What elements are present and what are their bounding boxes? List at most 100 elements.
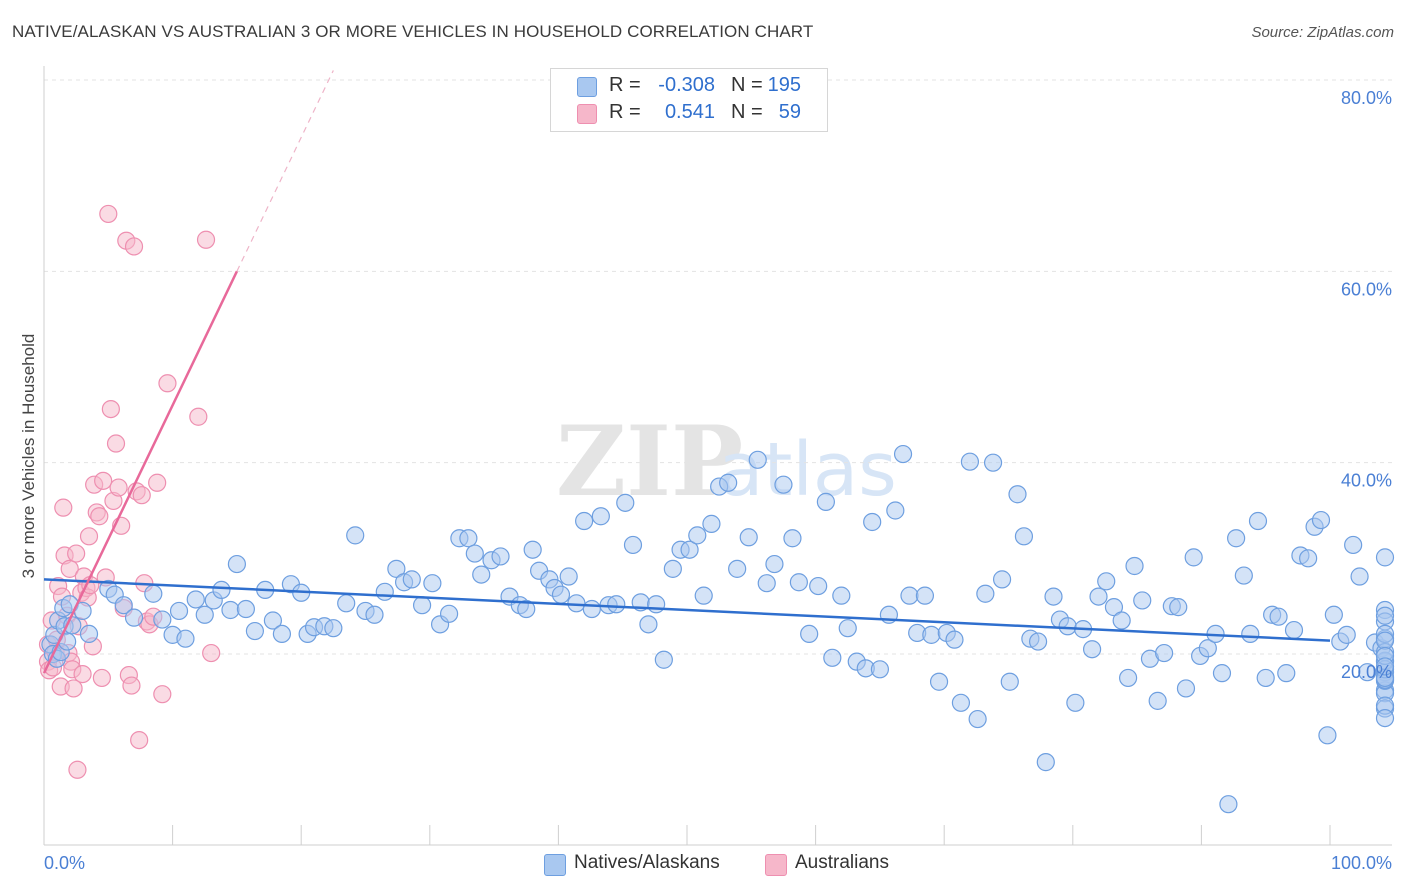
data-point-natives [992,570,1012,589]
data-point-natives [728,559,747,578]
blue-swatch-icon [544,854,566,876]
data-point-natives [616,493,635,512]
data-point-australians [122,676,141,695]
data-point-natives [263,611,283,630]
x-tick-label-min: 0.0% [44,853,85,873]
legend-label-australians: Australians [795,852,889,873]
data-point-australians [67,544,86,563]
data-point-australians [73,664,92,684]
data-point-natives [176,629,195,648]
data-point-natives [823,648,842,667]
data-point-natives [591,507,610,526]
data-point-natives [816,492,835,511]
data-point-natives [748,450,767,469]
data-point-natives [968,709,987,729]
data-point-natives [1277,664,1296,683]
trend-lines [42,70,1331,674]
data-point-natives [702,514,721,533]
axes [43,66,1392,846]
blue-swatch-icon [577,77,597,97]
data-point-natives [523,540,542,559]
data-point-natives [1324,605,1343,624]
natives-alaskans-points [41,444,1395,814]
pink-swatch-icon [577,104,597,124]
legend-n-label: N = [731,74,763,96]
data-point-natives [1133,591,1152,610]
data-point-australians [92,668,111,688]
data-point-natives [1375,708,1395,728]
axis-labels: 20.0% 40.0% 60.0% 80.0% 0.0% 100.0% 3 or more … [19,88,1392,873]
data-point-natives [1082,640,1102,659]
data-point-natives [465,544,484,563]
data-point-natives [169,601,189,621]
data-point-natives [559,567,578,586]
data-point-natives [324,619,343,638]
data-point-australians [189,407,208,426]
data-point-natives [1169,598,1188,617]
data-point-natives [1337,625,1356,644]
legend-n-label: N = [731,101,763,123]
data-point-australians [109,478,128,497]
data-point-australians [94,471,113,490]
data-point-natives [124,608,144,627]
data-point-natives [1241,624,1260,644]
data-point-natives [236,599,256,619]
legend-row-natives: R = -0.308 N = 195 [551,74,827,100]
x-tick-label-max: 100.0% [1331,853,1392,873]
data-point-natives [915,586,935,605]
data-point-natives [1227,529,1246,548]
data-point-natives [439,604,459,623]
data-point-natives [365,605,384,624]
data-point-natives [1284,620,1304,640]
legend-label-natives: Natives/Alaskans [574,852,720,873]
chart-title: NATIVE/ALASKAN VS AUSTRALIAN 3 OR MORE V… [12,22,814,41]
data-point-natives [1008,485,1027,504]
data-point-natives [893,444,913,464]
legend-row-australians: R = 0.541 N = 59 [551,101,827,127]
data-point-natives [1350,567,1369,586]
data-point-natives [1184,548,1203,567]
data-point-natives [951,693,971,712]
data-point-natives [886,501,905,520]
data-point-natives [423,574,442,593]
gridlines [44,79,1392,655]
y-tick-label: 40.0% [1341,471,1392,491]
data-point-natives [1248,511,1268,531]
data-point-natives [1148,691,1167,710]
trend-line-natives [43,578,1331,642]
data-point-natives [1212,664,1232,683]
data-point-natives [387,559,406,578]
data-point-natives [922,625,941,644]
data-point-australians [79,527,99,546]
data-point-natives [1097,572,1116,591]
series-legend: Natives/Alaskans Australians [0,852,1406,878]
data-point-natives [680,540,699,559]
data-point-natives [1112,611,1131,630]
data-point-natives [1358,663,1377,682]
data-point-natives [863,512,882,532]
data-point-natives [976,584,995,603]
data-point-australians [124,237,144,256]
data-point-natives [639,615,658,634]
legend-n-value: 59 [778,101,801,123]
data-point-natives [575,511,594,531]
data-point-australians [101,399,120,419]
data-point-natives [1066,693,1085,712]
data-point-australians [99,204,118,224]
data-point-natives [412,596,432,615]
data-point-natives [929,672,949,691]
data-point-australians [68,760,87,779]
y-tick-label: 80.0% [1341,88,1392,108]
data-point-natives [800,624,819,644]
data-point-natives [774,475,793,494]
legend-r-label: R = [609,101,641,123]
data-point-natives [144,584,163,603]
data-point-natives [79,624,99,644]
data-point-natives [945,630,964,649]
data-point-natives [1125,556,1144,576]
data-point-natives [789,573,808,592]
data-point-natives [212,580,231,600]
data-point-natives [838,619,857,638]
data-point-natives [694,586,713,605]
